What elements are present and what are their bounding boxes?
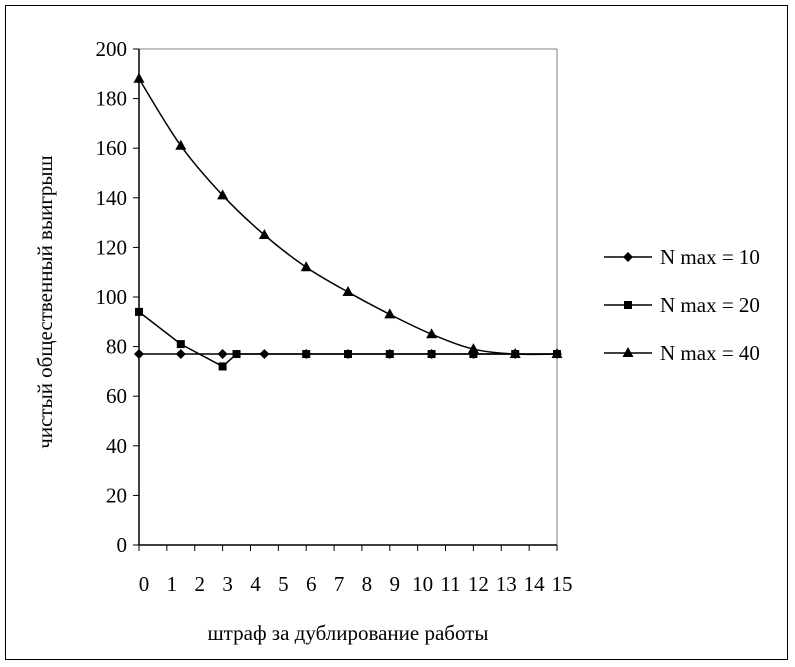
- x-tick-label: 7: [334, 572, 345, 596]
- data-point: [551, 348, 563, 359]
- data-point: [232, 350, 241, 359]
- y-tick-label: 200: [96, 37, 128, 61]
- x-tick-label: 5: [278, 572, 289, 596]
- legend-marker: [624, 301, 632, 309]
- legend-label: N max = 20: [660, 293, 760, 317]
- legend-label: N max = 10: [660, 245, 760, 269]
- y-tick-label: 140: [96, 186, 128, 210]
- y-tick-label: 180: [96, 87, 128, 111]
- legend: N max = 10 N max = 20 N max = 40: [604, 245, 760, 365]
- x-tick-label: 8: [362, 572, 373, 596]
- x-tick-label: 3: [222, 572, 233, 596]
- x-tick-label: 14: [524, 572, 546, 596]
- data-point: [342, 286, 354, 297]
- y-tick-label: 60: [106, 384, 127, 408]
- data-point: [176, 340, 185, 349]
- x-tick-label: 1: [167, 572, 178, 596]
- legend-item-2: N max = 20: [604, 293, 760, 317]
- data-point: [344, 350, 352, 359]
- chart-frame: [5, 5, 788, 660]
- data-point: [217, 349, 228, 360]
- x-tick-label: 2: [194, 572, 205, 596]
- x-tick-label: 11: [440, 572, 460, 596]
- x-tick-label: 0: [139, 572, 150, 596]
- data-point: [135, 307, 143, 316]
- data-point: [302, 350, 311, 359]
- data-point: [133, 72, 145, 83]
- x-tick-label: 6: [306, 572, 317, 596]
- legend-marker: [623, 252, 633, 262]
- data-point: [258, 229, 270, 239]
- y-tick-label: 80: [106, 335, 127, 359]
- y-tick-label: 40: [106, 434, 127, 458]
- series-layer: [133, 72, 563, 371]
- x-tick-label: 9: [390, 572, 401, 596]
- data-point: [300, 261, 312, 272]
- x-tick-label: 10: [412, 572, 433, 596]
- data-point: [175, 349, 186, 360]
- series-2: [135, 307, 561, 371]
- data-point: [509, 348, 521, 359]
- series-3: [133, 72, 563, 359]
- series-line: [138, 78, 558, 356]
- legend-item-1: N max = 10: [604, 245, 760, 269]
- data-point: [469, 350, 478, 359]
- data-point: [175, 139, 187, 150]
- y-tick-label: 20: [106, 483, 127, 507]
- data-point: [467, 343, 479, 354]
- data-point: [217, 189, 229, 200]
- legend-item-3: N max = 40: [604, 341, 760, 365]
- data-point: [134, 349, 144, 360]
- x-tick-label: 13: [496, 572, 517, 596]
- data-point: [384, 308, 396, 319]
- x-axis-label: штраф за дублирование работы: [208, 621, 489, 645]
- x-tick-label: 12: [468, 572, 489, 596]
- y-tick-label: 120: [96, 235, 128, 259]
- data-point: [427, 350, 436, 359]
- legend-label: N max = 40: [660, 341, 760, 365]
- y-axis-label: чистый общественный выигрыш: [33, 155, 57, 448]
- y-tick-label: 160: [96, 136, 128, 160]
- x-tick-label: 4: [250, 572, 261, 596]
- data-point: [385, 350, 394, 359]
- x-tick-label: 15: [552, 572, 573, 596]
- y-tick-label: 100: [96, 285, 128, 309]
- y-tick-label: 0: [117, 533, 128, 557]
- data-point: [218, 362, 227, 371]
- data-point: [426, 328, 438, 339]
- legend-marker: [622, 347, 634, 357]
